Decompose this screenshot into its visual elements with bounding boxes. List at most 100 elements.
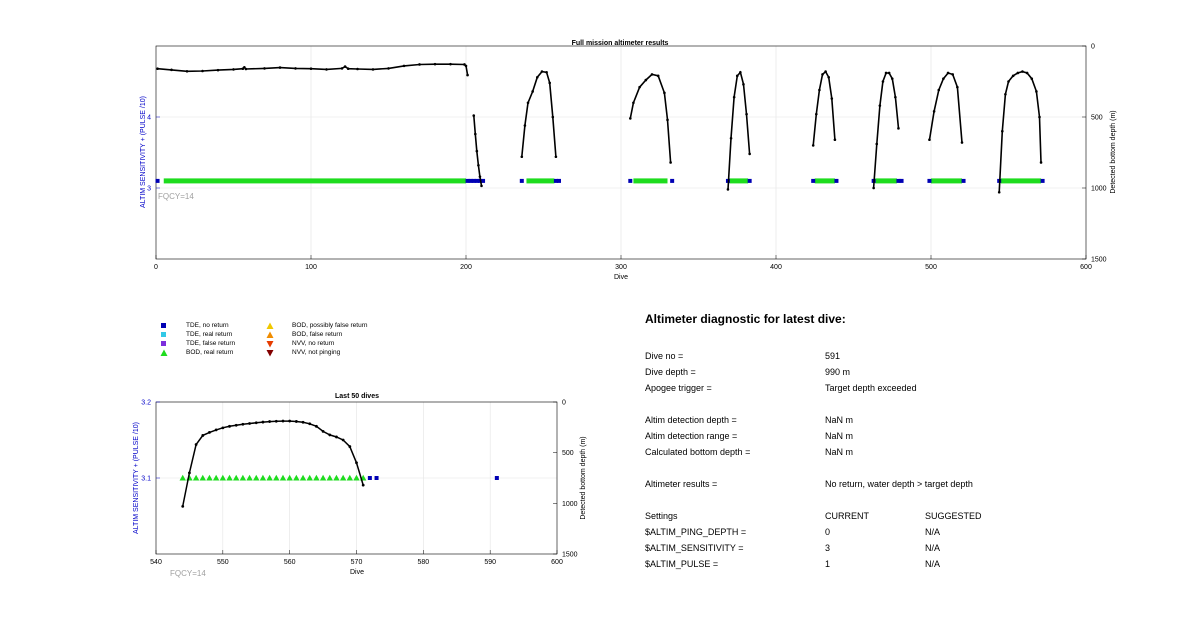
- bottom-depth-point: [477, 163, 480, 167]
- diagnostic-panel: Altimeter diagnostic for latest dive: Di…: [645, 312, 1125, 572]
- y2-tick-label: 1500: [1091, 257, 1107, 264]
- bottom-depth-point: [288, 419, 292, 423]
- tde-no-return-marker: [1040, 178, 1045, 183]
- bottom-depth-point: [1007, 80, 1010, 83]
- bottom-depth-point: [294, 67, 297, 70]
- bottom-depth-point: [254, 421, 258, 425]
- bod-real-return-marker: [233, 474, 240, 481]
- bottom-depth-point: [520, 155, 524, 159]
- x-axis-label: Dive: [614, 274, 628, 281]
- bod-real-return-marker: [239, 474, 247, 481]
- tde-no-return-marker: [155, 178, 160, 183]
- bottom-depth-point: [669, 161, 672, 164]
- x-tick-label: 580: [417, 559, 429, 566]
- tde-no-return-marker: [811, 178, 816, 183]
- bottom-depth-point: [234, 423, 238, 427]
- bottom-depth-point: [554, 155, 558, 159]
- bod-real-return-marker: [299, 474, 307, 481]
- bod-real-return-marker: [313, 474, 320, 481]
- bottom-depth-point: [1004, 92, 1007, 96]
- bottom-depth-point: [348, 445, 352, 448]
- x-tick-label: 560: [284, 559, 296, 566]
- y2-tick-label: 500: [1091, 115, 1103, 122]
- bottom-depth-point: [228, 424, 231, 428]
- bottom-depth-point: [216, 68, 220, 72]
- bottom-depth-point: [241, 422, 245, 426]
- bod-real-return-marker: [259, 474, 267, 481]
- bottom-depth-line: [928, 72, 963, 143]
- tde-no-return-marker: [896, 178, 901, 183]
- bod-real-return-marker: [253, 474, 260, 481]
- bottom-depth-point: [478, 175, 482, 178]
- data-marks: [179, 419, 499, 508]
- bottom-depth-point: [742, 83, 745, 86]
- triangle-up-icon: [160, 349, 168, 356]
- bottom-depth-line: [629, 73, 672, 163]
- bod-real-return-bar: [1000, 178, 1042, 184]
- bottom-depth-point: [261, 420, 265, 424]
- bottom-depth-point: [827, 75, 830, 79]
- settings-header-row: Settings CURRENT SUGGESTED: [645, 511, 982, 521]
- bottom-depth-point: [729, 137, 733, 140]
- x-tick-label: 540: [150, 559, 162, 566]
- bottom-depth-point: [878, 104, 882, 107]
- bottom-depth-point: [928, 138, 931, 142]
- bod-real-return-marker: [353, 474, 360, 481]
- bottom-depth-point: [638, 85, 641, 89]
- triangle-down-icon: [266, 350, 274, 357]
- chart-title: Full mission altimeter results: [572, 40, 669, 47]
- bod-real-return-marker: [339, 474, 347, 481]
- settings-row: $ALTIM_PULSE = 1 N/A: [645, 559, 941, 569]
- bod-real-return-bar: [633, 178, 668, 184]
- bottom-depth-point: [548, 81, 551, 85]
- bod-real-return-bar: [526, 178, 555, 184]
- bottom-depth-point: [531, 90, 534, 93]
- bod-real-return-bar: [931, 178, 962, 184]
- bottom-depth-point: [221, 426, 225, 430]
- tde-no-return-marker: [899, 178, 904, 183]
- bottom-depth-point: [466, 73, 469, 77]
- bottom-depth-point: [321, 429, 325, 433]
- x-tick-label: 600: [551, 559, 563, 566]
- bottom-depth-point: [315, 424, 318, 428]
- tde-no-return-marker: [374, 476, 379, 480]
- bottom-depth-point: [294, 420, 298, 423]
- bottom-depth-point: [536, 75, 539, 79]
- x-tick-label: 600: [1080, 264, 1092, 271]
- axis-ticks: 540 550 560 570 580 590 600 3.1 3.2 0 500 1000 1500: [141, 400, 577, 567]
- diagnostic-title: Altimeter diagnostic for latest dive:: [645, 312, 846, 326]
- x-tick-label: 500: [925, 264, 937, 271]
- bottom-depth-point: [343, 65, 347, 68]
- bottom-depth-point: [170, 68, 173, 72]
- bottom-depth-point: [309, 67, 313, 71]
- x-tick-label: 570: [351, 559, 363, 566]
- bottom-depth-point: [833, 138, 837, 142]
- chart-title: Last 50 dives: [335, 393, 379, 400]
- bottom-depth-point: [881, 80, 885, 83]
- y2-tick-label: 0: [1091, 44, 1095, 51]
- bottom-depth-point: [884, 71, 888, 75]
- diagnostic-row: Dive no = 591: [645, 351, 841, 361]
- y2-axis-label: Detected bottom depth (m): [1110, 110, 1117, 193]
- x-tick-label: 550: [217, 559, 229, 566]
- bottom-depth-point: [824, 70, 827, 73]
- bottom-depth-point: [1011, 74, 1015, 78]
- bottom-depth-point: [474, 132, 477, 136]
- tde-no-return-marker: [494, 476, 499, 480]
- y-tick-label: 3.1: [141, 476, 151, 483]
- bottom-depth-point: [523, 124, 527, 127]
- full-mission-chart: Full mission altimeter results 0 100 200 30…: [140, 40, 1117, 281]
- bottom-depth-point: [526, 101, 530, 105]
- bod-real-return-marker: [273, 474, 280, 481]
- bottom-depth-point: [946, 71, 950, 75]
- bottom-depth-point: [650, 73, 654, 76]
- bottom-depth-point: [663, 91, 666, 95]
- bottom-depth-point: [748, 152, 751, 156]
- bottom-depth-line: [727, 70, 751, 190]
- bottom-depth-point: [1016, 71, 1020, 75]
- bottom-depth-point: [402, 64, 406, 68]
- bod-real-return-marker: [219, 474, 227, 481]
- bottom-depth-point: [732, 95, 736, 99]
- bod-real-return-marker: [266, 474, 273, 481]
- settings-row: $ALTIM_PING_DEPTH = 0 N/A: [645, 527, 941, 537]
